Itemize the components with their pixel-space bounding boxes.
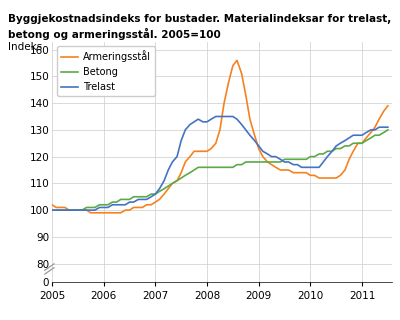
Trelast	[299, 165, 304, 169]
Trelast	[188, 123, 192, 126]
Betong	[50, 208, 54, 212]
Betong	[131, 195, 136, 199]
Armeringsstål	[136, 205, 141, 209]
Betong	[140, 195, 145, 199]
Armeringsstål	[88, 211, 93, 215]
Armeringsstål	[192, 149, 196, 153]
Armeringsstål	[386, 104, 390, 108]
Line: Trelast: Trelast	[52, 116, 388, 210]
Trelast	[183, 128, 188, 132]
Legend: Armeringsstål, Betong, Trelast: Armeringsstål, Betong, Trelast	[57, 46, 155, 96]
Betong	[243, 160, 248, 164]
Trelast	[140, 197, 145, 201]
Armeringsstål	[304, 171, 309, 175]
Betong	[188, 171, 192, 175]
Betong	[295, 157, 300, 161]
Text: Indeks: Indeks	[8, 42, 42, 52]
Armeringsstål	[234, 59, 239, 62]
Armeringsstål	[252, 133, 257, 137]
Line: Betong: Betong	[52, 130, 388, 210]
Armeringsstål	[50, 203, 54, 207]
Trelast	[213, 115, 218, 118]
Trelast	[248, 133, 252, 137]
Trelast	[131, 200, 136, 204]
Armeringsstål	[188, 155, 192, 158]
Text: Byggjekostnadsindeks for bustader. Materialindeksar for trelast,
betong og armer: Byggjekostnadsindeks for bustader. Mater…	[8, 14, 391, 39]
Betong	[386, 128, 390, 132]
Betong	[183, 173, 188, 177]
Trelast	[50, 208, 54, 212]
Armeringsstål	[144, 203, 149, 207]
Line: Armeringsstål: Armeringsstål	[52, 60, 388, 213]
Trelast	[386, 125, 390, 129]
